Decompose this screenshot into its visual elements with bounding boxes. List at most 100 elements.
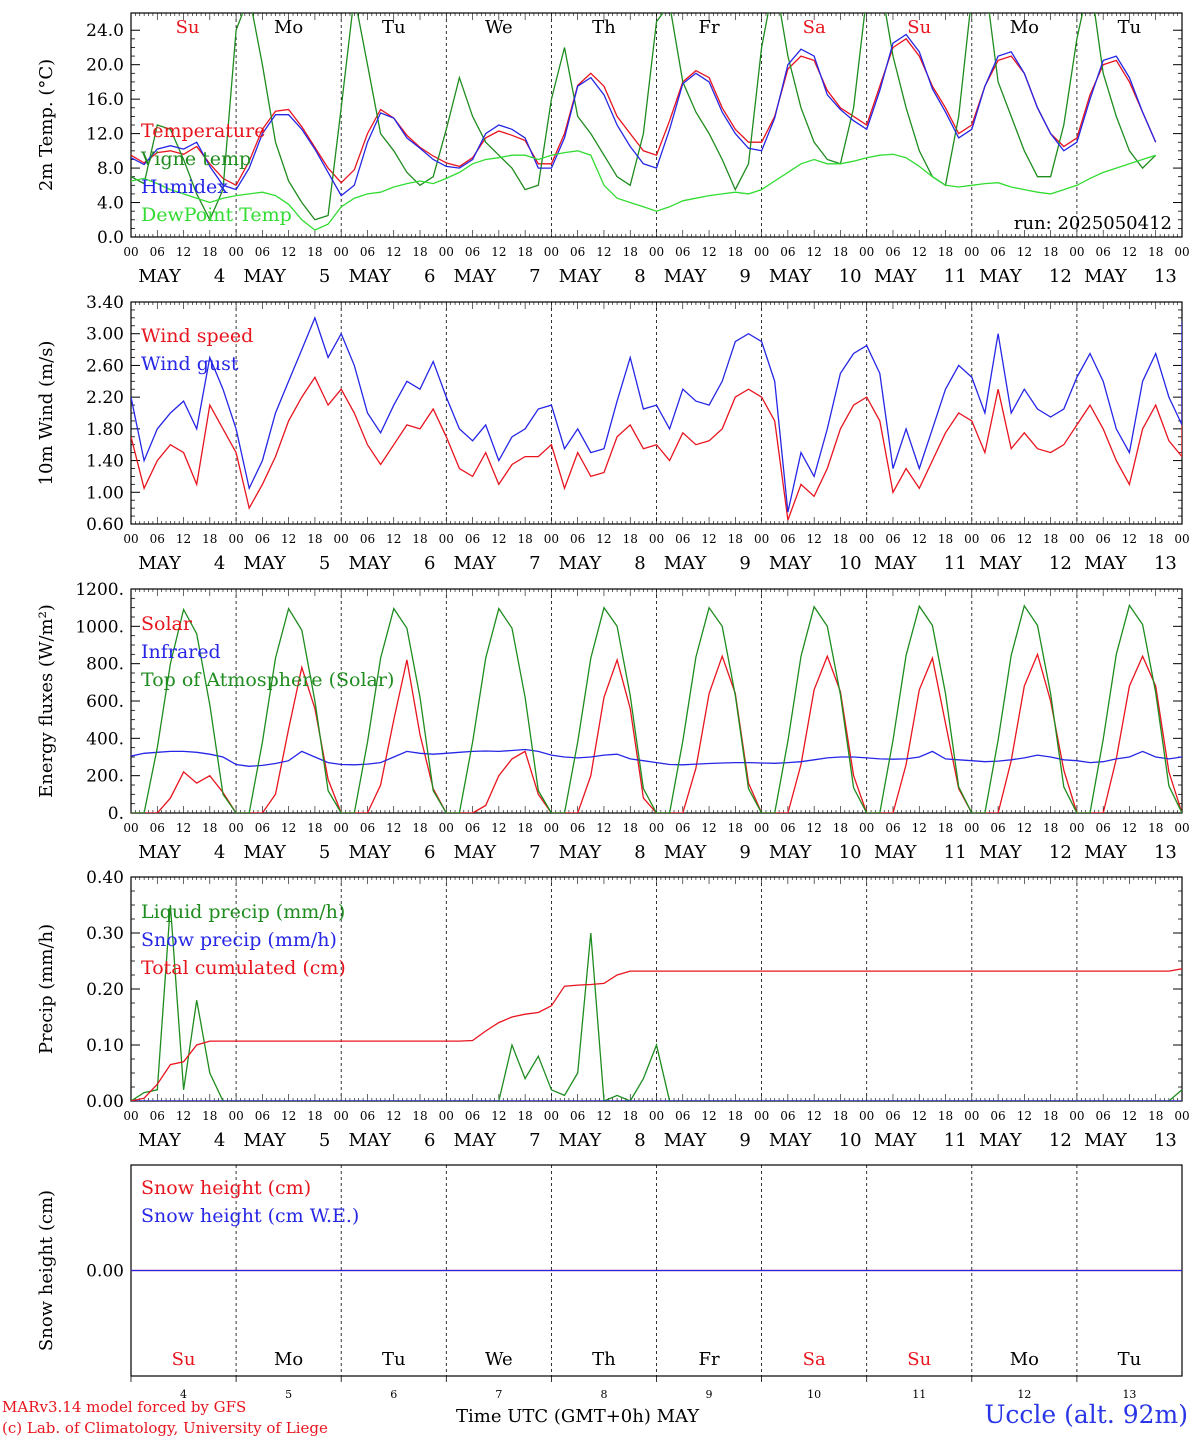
- hour-tick-label: 12: [701, 1109, 716, 1123]
- series-group-temp: [131, 13, 1157, 231]
- hour-tick-label: 00: [1069, 1109, 1084, 1123]
- hour-tick-label: 00: [123, 821, 138, 835]
- day-number-label: 11: [944, 842, 967, 863]
- hour-tick-label: 06: [360, 821, 375, 835]
- hour-tick-label: 06: [150, 532, 165, 546]
- run-label: run: 2025050412: [1014, 213, 1172, 234]
- day-name-label: Tu: [1118, 17, 1142, 38]
- hour-tick-label: 00: [859, 1109, 874, 1123]
- hour-tick-label: 18: [833, 245, 848, 259]
- hour-tick-label: 18: [412, 1109, 427, 1123]
- day-number-label: 9: [739, 842, 750, 863]
- hour-tick-label: 06: [360, 1109, 375, 1123]
- day-number-label: 4: [214, 842, 225, 863]
- month-label: MAY: [874, 842, 918, 863]
- month-label: MAY: [348, 842, 392, 863]
- hour-tick-label: 12: [596, 245, 611, 259]
- hour-tick-label: 12: [386, 1109, 401, 1123]
- series-line-dewpoint-temp: [131, 150, 1156, 231]
- day-name-label: Su: [907, 17, 931, 38]
- series-group-flux: [131, 603, 1182, 813]
- day-name-label: Mo: [274, 1349, 303, 1370]
- hour-tick-label: 06: [465, 532, 480, 546]
- day-number-label: 5: [319, 553, 330, 574]
- y-tick-label: 1200.: [75, 580, 124, 600]
- month-label: MAY: [664, 1130, 708, 1151]
- y-tick-label: 4.0: [97, 194, 124, 214]
- y-axis-title: 10m Wind (m/s): [36, 341, 57, 486]
- hour-tick-label: 18: [517, 821, 532, 835]
- y-tick-label: 0.30: [86, 924, 124, 944]
- hour-tick-label: 00: [544, 821, 559, 835]
- legend-entry: Snow height (cm W.E.): [141, 1205, 359, 1227]
- hour-tick-label: 18: [1148, 245, 1163, 259]
- day-number-label: 12: [1049, 1130, 1072, 1151]
- model-credit: MARv3.14 model forced by GFS: [2, 1398, 247, 1416]
- month-label: MAY: [559, 266, 603, 287]
- hour-tick-label: 18: [938, 532, 953, 546]
- day-number-label: 13: [1154, 553, 1177, 574]
- hour-tick-label: 06: [1096, 1109, 1111, 1123]
- legend-entry: Snow height (cm): [141, 1177, 311, 1199]
- hour-tick-label: 18: [833, 821, 848, 835]
- hour-tick-label: 12: [386, 532, 401, 546]
- hour-tick-label: 00: [439, 245, 454, 259]
- hour-tick-label: 18: [728, 245, 743, 259]
- hour-tick-label: 06: [885, 532, 900, 546]
- hour-tick-label: 06: [885, 245, 900, 259]
- day-number-label: 11: [944, 1130, 967, 1151]
- hour-tick-label: 12: [1017, 245, 1032, 259]
- hour-tick-label: 12: [701, 821, 716, 835]
- day-name-label: Mo: [1010, 17, 1039, 38]
- hour-tick-label: 12: [912, 532, 927, 546]
- day-name-label: Mo: [274, 17, 303, 38]
- day-number-label: 12: [1049, 266, 1072, 287]
- legend-entry: Temperature: [141, 120, 265, 142]
- hour-tick-label: 00: [649, 532, 664, 546]
- day-number-label: 5: [285, 1388, 292, 1400]
- hour-tick-label: 18: [307, 532, 322, 546]
- hour-tick-label: 18: [412, 821, 427, 835]
- day-number-label: 10: [839, 553, 862, 574]
- day-number-label: 8: [634, 553, 645, 574]
- hour-tick-label: 12: [701, 532, 716, 546]
- month-label: MAY: [559, 1130, 603, 1151]
- hour-tick-label: 18: [623, 245, 638, 259]
- hour-tick-label: 00: [334, 532, 349, 546]
- y-tick-label: 1000.: [75, 617, 124, 637]
- day-name-label: Th: [592, 1349, 616, 1370]
- hour-tick-label: 06: [255, 245, 270, 259]
- series-line-total-cumulated-cm: [131, 968, 1182, 1101]
- hour-tick-label: 06: [255, 532, 270, 546]
- hour-tick-label: 18: [938, 245, 953, 259]
- month-label: MAY: [1084, 1130, 1128, 1151]
- month-label: MAY: [1084, 266, 1128, 287]
- day-number-label: 13: [1154, 1130, 1177, 1151]
- hour-tick-label: 12: [701, 245, 716, 259]
- month-label: MAY: [664, 553, 708, 574]
- y-axis-title: Energy fluxes (W/m²): [36, 604, 57, 798]
- hour-tick-label: 06: [1096, 821, 1111, 835]
- day-number-label: 6: [390, 1388, 397, 1400]
- day-name-label: Mo: [1010, 1349, 1039, 1370]
- series-line-wind-gust: [131, 316, 1182, 513]
- hour-tick-label: 06: [360, 245, 375, 259]
- y-tick-label: 20.0: [86, 56, 124, 76]
- hour-tick-label: 00: [1069, 821, 1084, 835]
- y-tick-label: 0.00: [86, 1092, 124, 1112]
- y-tick-label: 2.20: [86, 388, 124, 408]
- hour-tick-label: 18: [623, 1109, 638, 1123]
- day-number-label: 8: [634, 266, 645, 287]
- hour-tick-label: 06: [780, 1109, 795, 1123]
- hour-tick-label: 12: [281, 1109, 296, 1123]
- day-number-label: 5: [319, 1130, 330, 1151]
- day-number-label: 4: [214, 553, 225, 574]
- hour-tick-label: 06: [675, 245, 690, 259]
- hour-tick-label: 12: [281, 532, 296, 546]
- hour-tick-label: 18: [728, 532, 743, 546]
- day-number-label: 4: [180, 1388, 187, 1400]
- month-label: MAY: [874, 266, 918, 287]
- hour-tick-label: 00: [123, 1109, 138, 1123]
- day-name-label: Su: [907, 1349, 931, 1370]
- month-label: MAY: [1084, 842, 1128, 863]
